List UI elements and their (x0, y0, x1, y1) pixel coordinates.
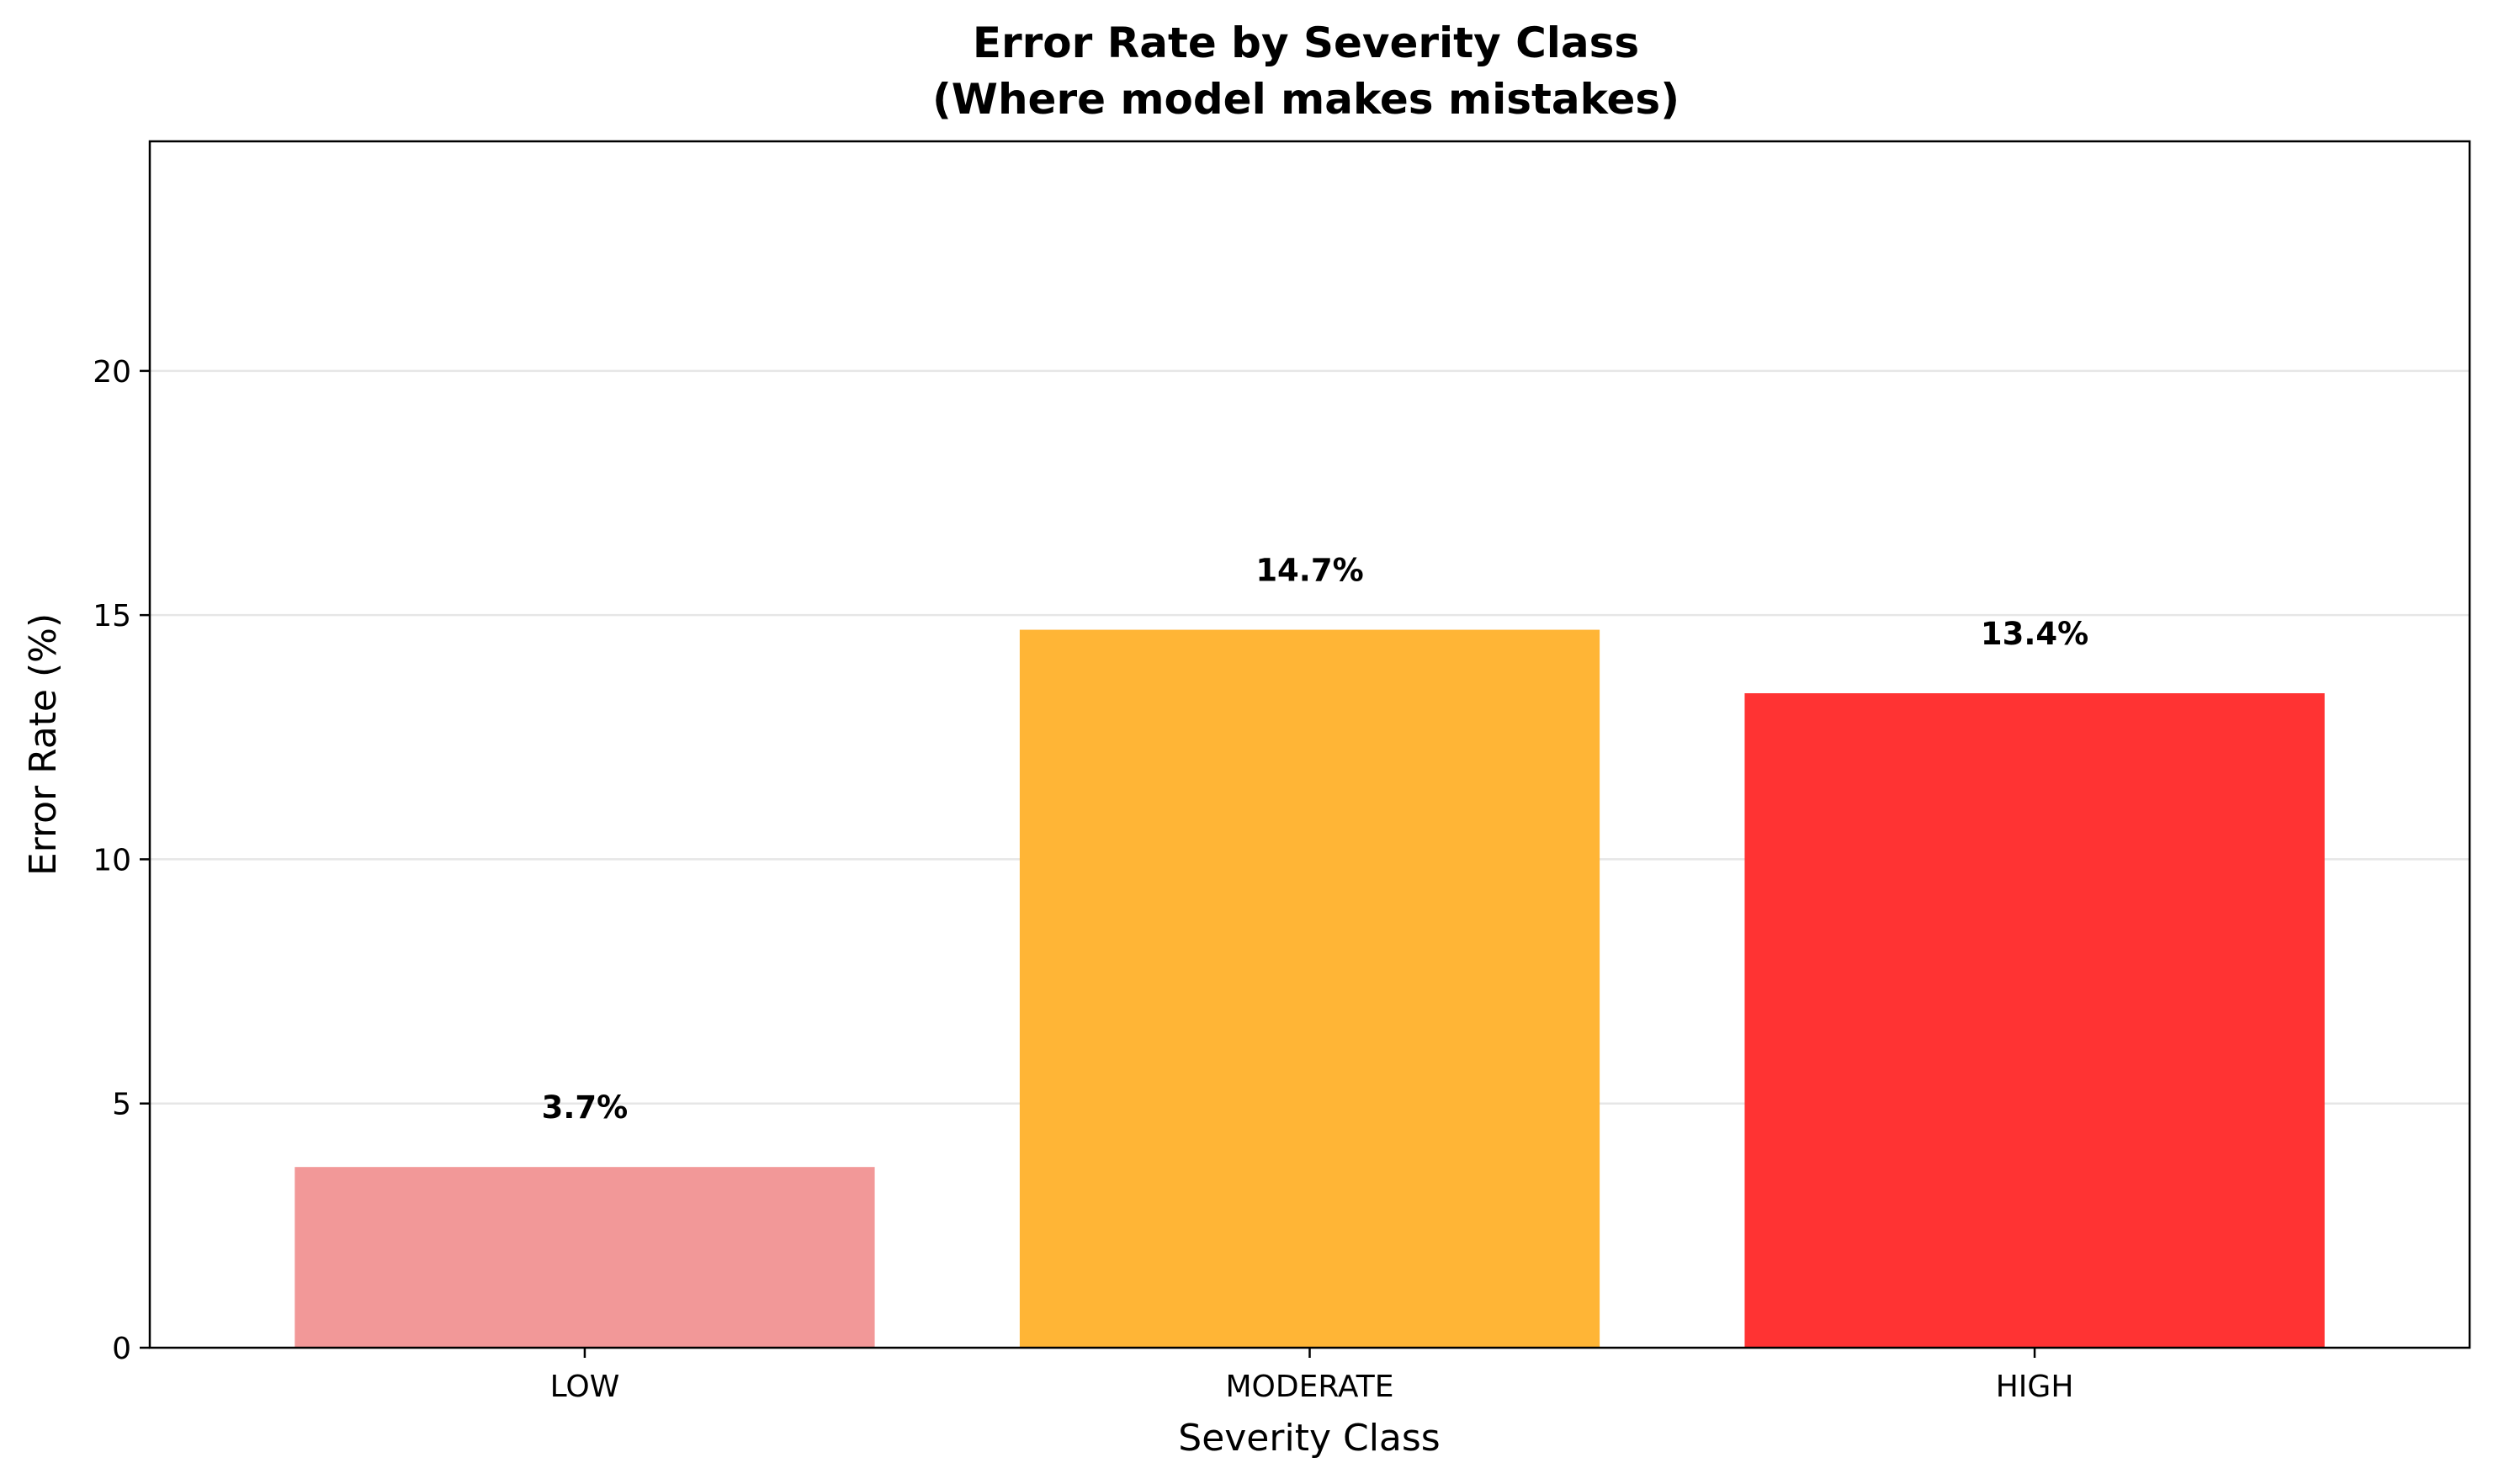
y-tick-label: 20 (93, 355, 131, 390)
data-label: 3.7% (542, 1089, 629, 1126)
y-tick-label: 0 (112, 1332, 131, 1366)
y-tick-label: 15 (93, 599, 131, 633)
bars (295, 629, 2325, 1348)
bar-moderate (1019, 629, 1600, 1348)
plot-area-frame (148, 140, 2471, 1349)
data-label: 14.7% (1255, 553, 1363, 589)
y-tick-label: 10 (93, 843, 131, 877)
x-tick-label: LOW (550, 1370, 620, 1404)
chart-subtitle: (Where model makes mistakes) (932, 75, 1679, 124)
y-axis-ticks: 0 5 10 15 20 (93, 355, 150, 1366)
y-axis-label: Error Rate (%) (22, 613, 65, 876)
x-tick-label: HIGH (1996, 1370, 2074, 1404)
x-tick-label: MODERATE (1226, 1370, 1394, 1404)
x-axis-label: Severity Class (1178, 1417, 1440, 1460)
bar-low (295, 1167, 875, 1348)
y-tick-label: 5 (112, 1088, 131, 1122)
data-labels: 3.7% 14.7% 13.4% (542, 553, 2089, 1126)
x-axis-ticks: LOW MODERATE HIGH (550, 1348, 2074, 1404)
bar-high (1744, 693, 2325, 1348)
chart-title: Error Rate by Severity Class (973, 19, 1639, 67)
data-label: 13.4% (1981, 616, 2088, 652)
